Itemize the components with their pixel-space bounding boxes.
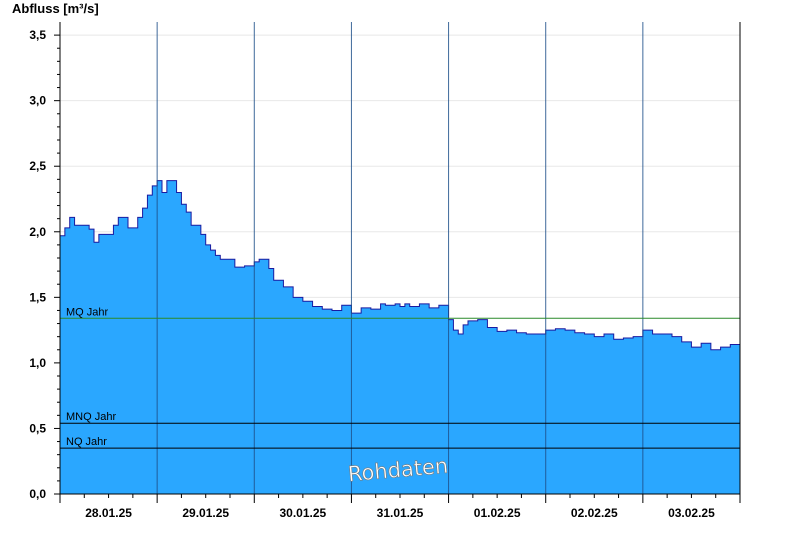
x-tick-label-3: 31.01.25 bbox=[377, 506, 424, 520]
x-tick-label-1: 29.01.25 bbox=[182, 506, 229, 520]
y-axis-label: Abfluss [m³/s] bbox=[12, 1, 99, 16]
ref-label-2: NQ Jahr bbox=[66, 436, 107, 448]
y-tick-label-2: 1,0 bbox=[29, 356, 46, 370]
y-tick-labels: 0,0 0,5 1,0 1,5 2,0 2,5 3,0 3,5 bbox=[29, 28, 60, 501]
y-tick-label-7: 3,5 bbox=[29, 28, 46, 42]
x-tick-label-6: 03.02.25 bbox=[668, 506, 715, 520]
x-tick-label-5: 02.02.25 bbox=[571, 506, 618, 520]
reference-lines: MQ Jahr MNQ Jahr NQ Jahr bbox=[60, 306, 740, 449]
x-tick-label-4: 01.02.25 bbox=[474, 506, 521, 520]
x-tick-label-2: 30.01.25 bbox=[279, 506, 326, 520]
y-tick-label-0: 0,0 bbox=[29, 487, 46, 501]
x-tick-label-0: 28.01.25 bbox=[85, 506, 132, 520]
y-tick-label-1: 0,5 bbox=[29, 421, 46, 435]
y-tick-label-4: 2,0 bbox=[29, 225, 46, 239]
y-tick-label-3: 1,5 bbox=[29, 290, 46, 304]
y-tick-label-6: 3,0 bbox=[29, 94, 46, 108]
ref-label-1: MNQ Jahr bbox=[66, 411, 116, 423]
discharge-area bbox=[59, 180, 741, 495]
y-tick-label-5: 2,5 bbox=[29, 159, 46, 173]
x-tick-labels: 28.01.25 29.01.25 30.01.25 31.01.25 01.02.25… bbox=[59, 494, 741, 520]
day-divider-lines bbox=[156, 22, 644, 494]
ref-label-0: MQ Jahr bbox=[66, 306, 109, 318]
